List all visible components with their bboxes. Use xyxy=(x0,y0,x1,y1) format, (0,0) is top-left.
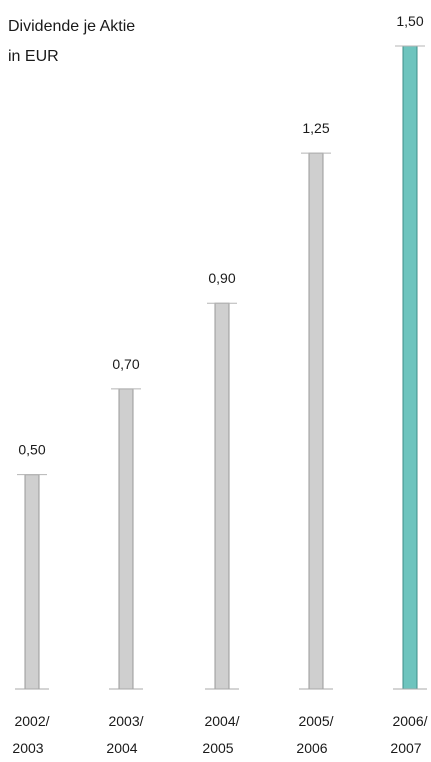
category-label: 2003 xyxy=(12,740,43,756)
value-label: 0,90 xyxy=(208,270,235,286)
value-label: 1,50 xyxy=(396,13,423,29)
category-label: 2007 xyxy=(390,740,421,756)
category-label: 2002/ xyxy=(14,713,49,729)
category-label: 2004/ xyxy=(204,713,239,729)
category-label: 2005 xyxy=(202,740,233,756)
category-label: 2005/ xyxy=(298,713,333,729)
category-label: 2006/ xyxy=(392,713,427,729)
chart-title: Dividende je Aktie xyxy=(8,18,136,35)
value-label: 0,50 xyxy=(18,442,45,458)
bar xyxy=(24,474,40,690)
bar xyxy=(308,152,324,690)
bar xyxy=(402,45,418,690)
bar xyxy=(214,302,230,690)
bar xyxy=(118,388,134,690)
category-label: 2006 xyxy=(296,740,327,756)
value-label: 0,70 xyxy=(112,356,139,372)
value-label: 1,25 xyxy=(302,120,329,136)
category-label: 2003/ xyxy=(108,713,143,729)
category-label: 2004 xyxy=(106,740,137,756)
chart-subtitle: in EUR xyxy=(8,48,59,65)
